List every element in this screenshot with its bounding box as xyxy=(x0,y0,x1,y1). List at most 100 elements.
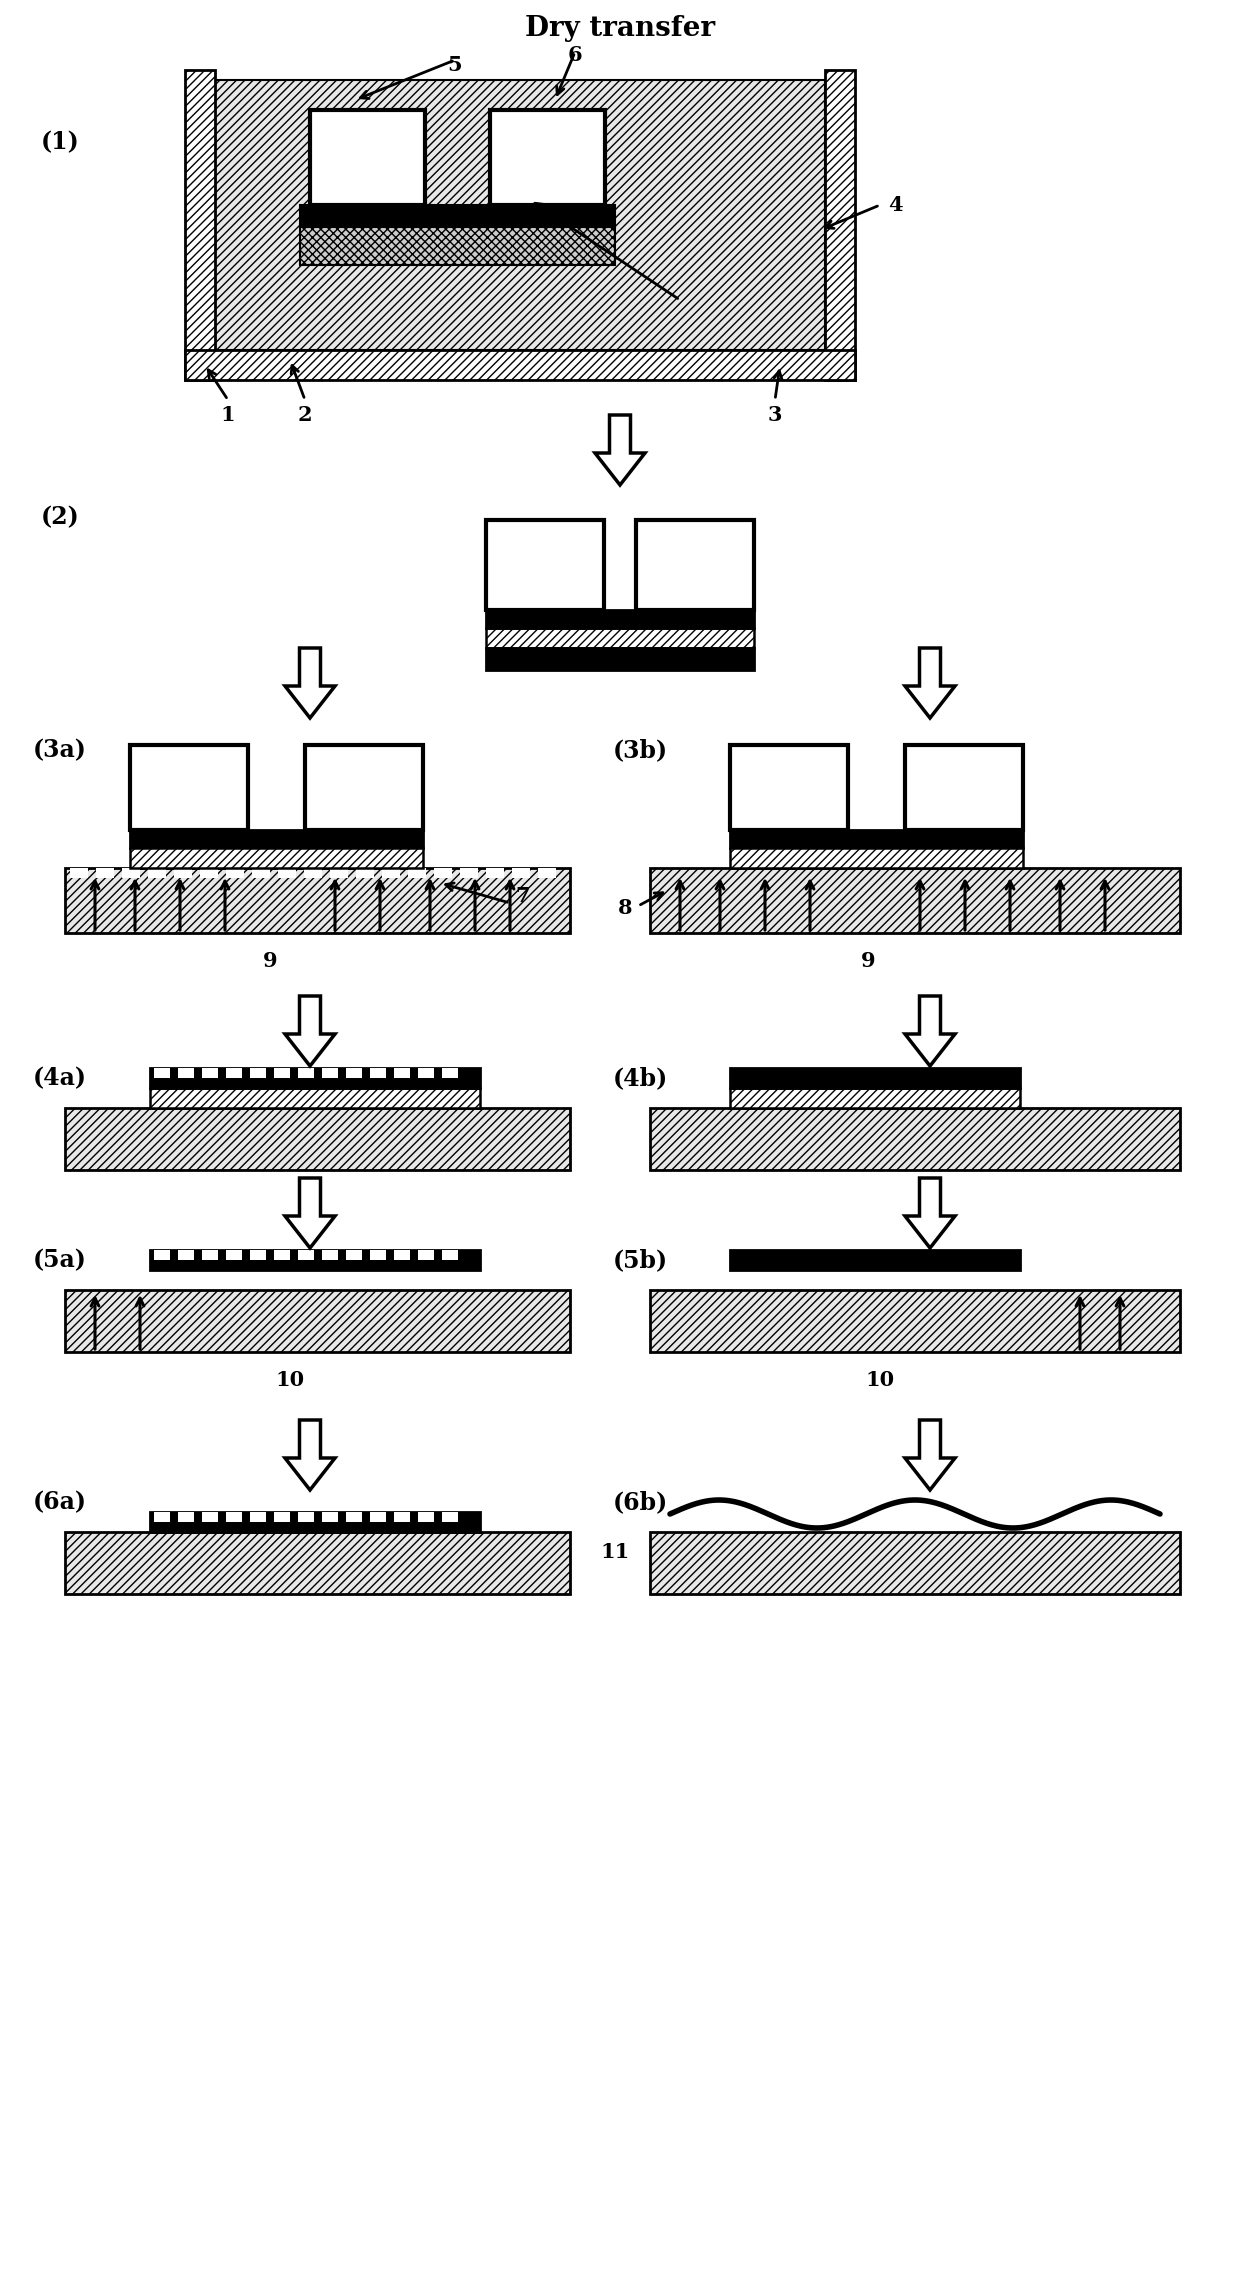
Bar xyxy=(226,1250,242,1259)
Bar xyxy=(418,1513,434,1522)
Text: 9: 9 xyxy=(263,950,278,971)
Bar xyxy=(298,1250,314,1259)
Bar xyxy=(370,1250,386,1259)
Polygon shape xyxy=(595,414,645,485)
Text: 11: 11 xyxy=(600,1543,630,1561)
Bar xyxy=(274,1513,290,1522)
Bar xyxy=(512,868,529,879)
Bar xyxy=(434,868,453,879)
Bar xyxy=(154,1513,170,1522)
Bar xyxy=(226,1513,242,1522)
Bar xyxy=(179,1250,193,1259)
Text: (1): (1) xyxy=(41,130,79,153)
Bar xyxy=(538,868,556,879)
Text: (3a): (3a) xyxy=(33,737,87,762)
Text: (6a): (6a) xyxy=(33,1490,87,1513)
Bar xyxy=(730,1250,1021,1270)
Text: 10: 10 xyxy=(275,1371,305,1389)
Bar xyxy=(730,744,848,831)
Text: 5: 5 xyxy=(448,55,463,76)
Bar xyxy=(418,1069,434,1078)
Bar xyxy=(130,831,423,847)
Bar xyxy=(486,627,754,648)
Bar xyxy=(122,868,140,879)
Bar xyxy=(274,1069,290,1078)
Bar xyxy=(825,71,856,380)
Bar xyxy=(346,1250,362,1259)
Bar xyxy=(460,868,477,879)
Bar xyxy=(202,1069,218,1078)
Bar xyxy=(300,227,615,266)
Bar xyxy=(441,1250,458,1259)
Bar xyxy=(486,868,503,879)
Bar xyxy=(64,868,570,934)
Bar xyxy=(490,110,605,206)
Bar xyxy=(202,1513,218,1522)
Polygon shape xyxy=(285,1419,335,1490)
Bar xyxy=(215,80,825,350)
Bar xyxy=(730,1069,1021,1087)
Text: (4b): (4b) xyxy=(613,1067,667,1090)
Text: 9: 9 xyxy=(861,950,875,971)
Polygon shape xyxy=(285,648,335,719)
Bar xyxy=(346,1513,362,1522)
Text: 10: 10 xyxy=(866,1371,894,1389)
Bar xyxy=(650,1108,1180,1170)
Bar xyxy=(130,744,248,831)
Bar xyxy=(95,868,114,879)
Bar xyxy=(730,1087,1021,1108)
Bar xyxy=(179,1513,193,1522)
Bar xyxy=(490,206,605,220)
Polygon shape xyxy=(285,996,335,1067)
Polygon shape xyxy=(905,648,955,719)
Bar xyxy=(69,868,88,879)
Polygon shape xyxy=(905,1179,955,1248)
Bar xyxy=(226,1069,242,1078)
Bar xyxy=(408,868,427,879)
Text: 6: 6 xyxy=(568,46,583,64)
Bar xyxy=(64,1531,570,1593)
Bar xyxy=(330,868,348,879)
Bar xyxy=(441,1069,458,1078)
Bar xyxy=(322,1069,339,1078)
Bar xyxy=(310,206,425,220)
Bar xyxy=(322,1513,339,1522)
Bar xyxy=(650,868,1180,934)
Text: (5b): (5b) xyxy=(613,1248,667,1273)
Bar xyxy=(250,1513,267,1522)
Bar xyxy=(370,1513,386,1522)
Bar xyxy=(304,868,322,879)
Bar xyxy=(486,609,754,627)
Text: (2): (2) xyxy=(41,506,79,529)
Bar xyxy=(650,1531,1180,1593)
Bar xyxy=(486,648,754,671)
Text: (5a): (5a) xyxy=(33,1248,87,1273)
Bar xyxy=(370,1069,386,1078)
Bar xyxy=(200,868,218,879)
Bar xyxy=(394,1250,410,1259)
Bar xyxy=(148,868,166,879)
Bar xyxy=(394,1513,410,1522)
Bar xyxy=(150,1087,480,1108)
Bar xyxy=(346,1069,362,1078)
Bar xyxy=(305,744,423,831)
Bar xyxy=(64,1108,570,1170)
Bar xyxy=(730,847,1023,868)
Bar xyxy=(322,1250,339,1259)
Bar xyxy=(252,868,270,879)
Text: 3: 3 xyxy=(768,405,782,426)
Polygon shape xyxy=(905,996,955,1067)
Text: 1: 1 xyxy=(221,405,236,426)
Bar xyxy=(150,1513,480,1531)
Bar xyxy=(250,1250,267,1259)
Bar xyxy=(250,1069,267,1078)
Bar xyxy=(278,868,296,879)
Bar xyxy=(636,520,754,609)
Bar xyxy=(730,831,1023,847)
Bar xyxy=(298,1513,314,1522)
Bar xyxy=(394,1069,410,1078)
Bar xyxy=(64,1291,570,1353)
Bar xyxy=(310,110,425,206)
Text: 2: 2 xyxy=(298,405,312,426)
Bar xyxy=(382,868,401,879)
